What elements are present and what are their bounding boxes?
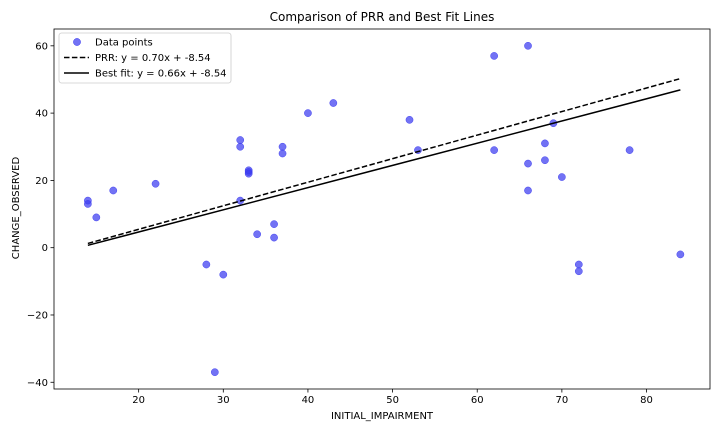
data-point — [253, 230, 261, 239]
data-point — [524, 186, 532, 195]
data-point — [574, 267, 583, 276]
y-tick-label: 0 — [42, 243, 48, 254]
data-point — [151, 179, 160, 188]
data-point — [236, 142, 245, 151]
x-tick-label: 80 — [640, 395, 653, 406]
plot-frame — [53, 28, 711, 390]
data-point — [278, 142, 287, 151]
axes: 20 30 40 50 60 70 80 −40 −20 0 20 40 60 — [27, 28, 711, 406]
data-point — [676, 250, 685, 259]
data-point — [210, 368, 219, 377]
legend-label: PRR: y = 0.70x + -8.54 — [95, 53, 211, 64]
x-tick-label: 50 — [386, 395, 399, 406]
data-point — [270, 220, 278, 228]
data-point — [202, 260, 211, 269]
legend: Data points PRR: y = 0.70x + -8.54 Best fi… — [58, 32, 232, 84]
x-tick-label: 70 — [556, 395, 569, 406]
data-point — [270, 233, 278, 242]
plot-area — [84, 41, 685, 377]
data-point — [278, 149, 287, 158]
y-tick-label: −40 — [27, 378, 48, 389]
data-point — [84, 200, 92, 208]
legend-label: Data points — [95, 38, 153, 49]
data-point — [490, 52, 498, 60]
data-point — [304, 109, 312, 117]
x-axis-label: INITIAL_IMPAIRMENT — [331, 411, 434, 422]
data-point — [558, 173, 566, 181]
data-point — [625, 146, 634, 154]
data-point — [219, 270, 228, 279]
data-point — [541, 139, 549, 148]
y-tick-label: 60 — [35, 41, 48, 52]
chart-title: Comparison of PRR and Best Fit Lines — [270, 10, 495, 24]
y-axis-label: CHANGE_OBSERVED — [11, 157, 22, 260]
y-tick-label: 40 — [35, 109, 48, 120]
y-tick-label: 20 — [35, 176, 48, 187]
data-point — [574, 260, 583, 269]
x-tick-label: 40 — [302, 395, 315, 406]
x-tick-label: 60 — [471, 395, 484, 406]
data-point — [244, 169, 253, 178]
data-point — [541, 156, 549, 165]
best-fit-line — [87, 89, 681, 247]
data-point — [524, 41, 532, 50]
data-point — [405, 115, 414, 124]
y-tick-label: −20 — [27, 310, 48, 321]
data-point — [524, 159, 532, 168]
legend-marker — [73, 38, 81, 46]
data-point — [490, 146, 498, 154]
data-point — [109, 186, 118, 195]
data-point — [236, 136, 245, 144]
data-point — [92, 213, 101, 222]
legend-box — [58, 32, 232, 84]
data-point — [329, 99, 338, 107]
legend-label: Best fit: y = 0.66x + -8.54 — [95, 69, 227, 80]
x-tick-label: 20 — [132, 395, 145, 406]
x-tick-label: 30 — [217, 395, 230, 406]
prr-line — [87, 77, 681, 245]
